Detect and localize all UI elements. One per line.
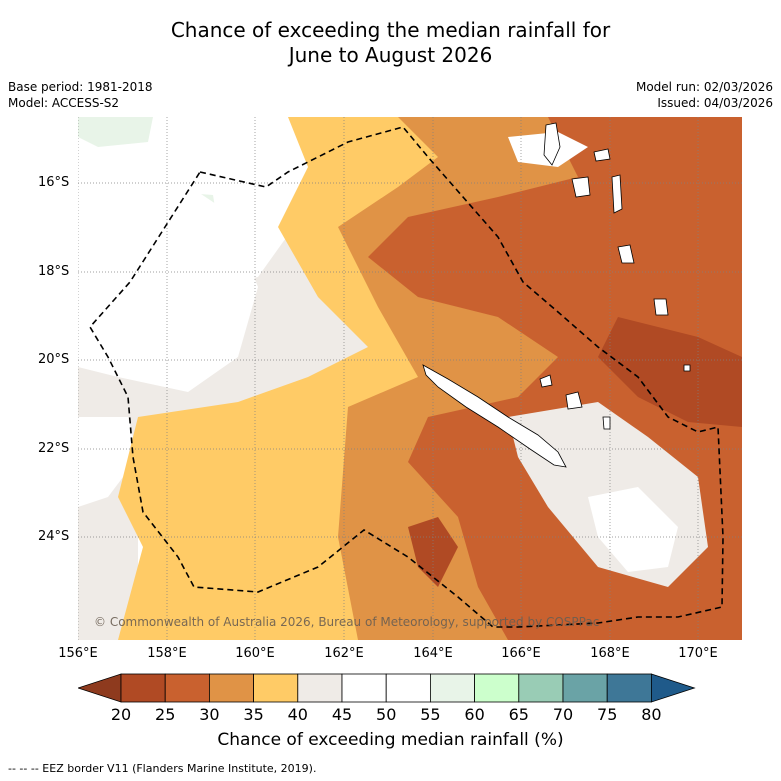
colorbar-segment — [518, 673, 564, 703]
lat-label: 22°S — [38, 441, 70, 456]
colorbar-segment — [385, 673, 431, 703]
colorbar-tick-label: 70 — [552, 705, 574, 724]
colorbar-arrow-low — [78, 673, 122, 703]
lat-label: 20°S — [38, 352, 70, 367]
title-line-1: Chance of exceeding the median rainfall … — [170, 18, 611, 42]
field-20-25 — [598, 317, 742, 427]
field-pale-green-1 — [78, 117, 153, 147]
colorbar-segment — [208, 673, 254, 703]
graticule — [78, 117, 742, 640]
colorbar-tick-label: 60 — [464, 705, 485, 724]
colorbar-segment — [341, 673, 387, 703]
meta-right: Model run: 02/03/2026 Issued: 04/03/2026 — [636, 79, 773, 111]
copyright-text: © Commonwealth of Australia 2026, Bureau… — [94, 615, 599, 629]
lon-label: 168°E — [590, 646, 630, 661]
model-name: Model: ACCESS-S2 — [8, 96, 120, 110]
colorbar-tick-label: 40 — [287, 705, 308, 724]
base-period: Base period: 1981-2018 — [8, 80, 153, 94]
lon-label: 170°E — [678, 646, 718, 661]
colorbar-segment — [474, 673, 520, 703]
lon-label: 156°E — [58, 646, 98, 661]
lat-label: 16°S — [38, 175, 70, 190]
lon-label: 160°E — [235, 646, 275, 661]
colorbar-tick-label: 20 — [110, 705, 132, 724]
colorbar-tick-label: 25 — [155, 705, 176, 724]
issued-date: Issued: 04/03/2026 — [657, 96, 773, 110]
field-white-2 — [78, 417, 138, 507]
field-white-east-core — [588, 487, 678, 572]
meta-left: Base period: 1981-2018 Model: ACCESS-S2 — [8, 79, 153, 111]
vanuatu-island-7 — [683, 364, 691, 372]
colorbar-arrow-high — [651, 673, 696, 703]
colorbar-tick-label: 45 — [331, 705, 353, 724]
eez-border — [89, 126, 724, 628]
colorbar-tick-label: 80 — [641, 705, 662, 724]
colorbar-tick-label: 30 — [199, 705, 220, 724]
vanuatu-island-5 — [617, 244, 635, 264]
vanuatu-island-6 — [653, 298, 669, 316]
loyalty-island-2 — [565, 391, 583, 410]
lon-label: 166°E — [501, 646, 541, 661]
colorbar-segment — [562, 673, 608, 703]
lon-label: 158°E — [147, 646, 187, 661]
colorbar-segment — [297, 673, 343, 703]
lat-label: 18°S — [38, 264, 70, 279]
lat-label: 24°S — [38, 529, 70, 544]
colorbar-segment — [120, 673, 166, 703]
title-line-2: June to August 2026 — [288, 43, 493, 67]
colorbar-segment — [253, 673, 299, 703]
vanuatu-island-1 — [543, 122, 561, 166]
rainfall-map: © Commonwealth of Australia 2026, Bureau… — [78, 117, 742, 640]
colorbar — [78, 673, 696, 703]
colorbar-title: Chance of exceeding median rainfall (%) — [217, 730, 564, 750]
colorbar-segment — [606, 673, 652, 703]
eez-legend: -- -- -- EEZ border V11 (Flanders Marine… — [8, 762, 317, 775]
lon-label: 164°E — [413, 646, 453, 661]
colorbar-tick-label: 55 — [420, 705, 441, 724]
loyalty-island-3 — [602, 416, 611, 430]
vanuatu-island-2 — [593, 148, 611, 162]
map-title: Chance of exceeding the median rainfall … — [0, 18, 781, 68]
field-white-1 — [78, 172, 258, 392]
lon-label: 162°E — [324, 646, 364, 661]
model-run: Model run: 02/03/2026 — [635, 80, 773, 94]
colorbar-tick-label: 35 — [243, 705, 264, 724]
new-caledonia-island — [422, 364, 567, 468]
vanuatu-island-3 — [571, 176, 591, 198]
loyalty-island-1 — [539, 374, 553, 388]
colorbar-tick-label: 65 — [508, 705, 529, 724]
vanuatu-island-4 — [611, 174, 623, 214]
colorbar-tick-label: 75 — [597, 705, 618, 724]
colorbar-tick-label: 50 — [376, 705, 397, 724]
colorbar-segment — [429, 673, 475, 703]
colorbar-segment — [164, 673, 210, 703]
